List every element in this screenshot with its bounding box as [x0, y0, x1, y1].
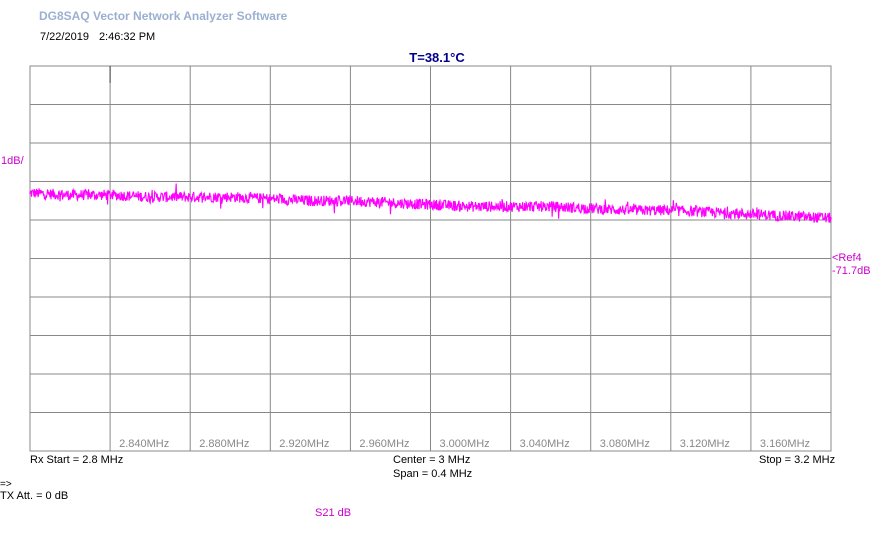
x-tick-label: 3.080MHz — [600, 438, 650, 450]
s21-data-point — [589, 207, 592, 210]
x-tick-label: 3.040MHz — [520, 438, 570, 450]
s21-data-point — [269, 198, 272, 200]
s21-data-point — [429, 203, 432, 206]
trace-label: S21 dB — [315, 507, 352, 519]
s21-data-point — [309, 199, 312, 202]
ref-marker-value: -71.7dB — [832, 265, 871, 277]
timestamp: 7/22/2019 2:46:32 PM — [40, 31, 165, 43]
x-tick-label: 2.920MHz — [279, 438, 329, 450]
s21-data-point — [109, 194, 111, 196]
scale-label: 1dB/ — [1, 155, 24, 167]
s21-data-point — [629, 209, 632, 212]
x-tick-label: 2.960MHz — [359, 438, 409, 450]
s21-data-point — [229, 196, 232, 198]
s21-data-point — [29, 192, 31, 194]
span-label: Span = 0.4 MHz — [393, 468, 473, 480]
time-text: 2:46:32 PM — [98, 31, 156, 43]
s21-data-point — [149, 196, 151, 198]
temperature-readout: T=38.1°C — [409, 50, 465, 65]
tx-attenuation-label: TX Att. = 0 dB — [0, 490, 69, 502]
s21-data-point — [189, 196, 191, 198]
date-text: 7/22/2019 — [40, 31, 89, 43]
s21-data-point — [830, 217, 832, 219]
s21-data-point — [750, 213, 752, 216]
s21-data-point — [469, 205, 472, 208]
arrow-indicator: => — [0, 479, 12, 490]
reference-marker: <Ref4 -71.7dB — [832, 252, 871, 278]
s21-data-point — [389, 201, 392, 204]
rx-start-label: Rx Start = 2.8 MHz — [30, 454, 124, 466]
x-tick-label: 3.000MHz — [440, 438, 490, 450]
center-label: Center = 3 MHz — [393, 454, 471, 466]
x-tick-label: 3.120MHz — [680, 438, 730, 450]
s21-data-point — [790, 215, 792, 217]
s21-data-point — [670, 209, 672, 212]
stop-label: Stop = 3.2 MHz — [759, 454, 836, 466]
x-tick-label: 2.880MHz — [199, 438, 249, 450]
s21-data-point — [349, 199, 352, 202]
x-tick-label: 3.160MHz — [760, 438, 810, 450]
s21-data-point — [69, 194, 71, 196]
x-tick-label: 2.840MHz — [119, 438, 169, 450]
ref-marker-label: <Ref4 — [832, 252, 862, 264]
app-title: DG8SAQ Vector Network Analyzer Software — [39, 9, 288, 23]
s21-data-point — [509, 205, 512, 208]
s21-data-point — [549, 205, 552, 208]
s21-trace — [29, 183, 832, 223]
s21-data-point — [710, 211, 712, 214]
